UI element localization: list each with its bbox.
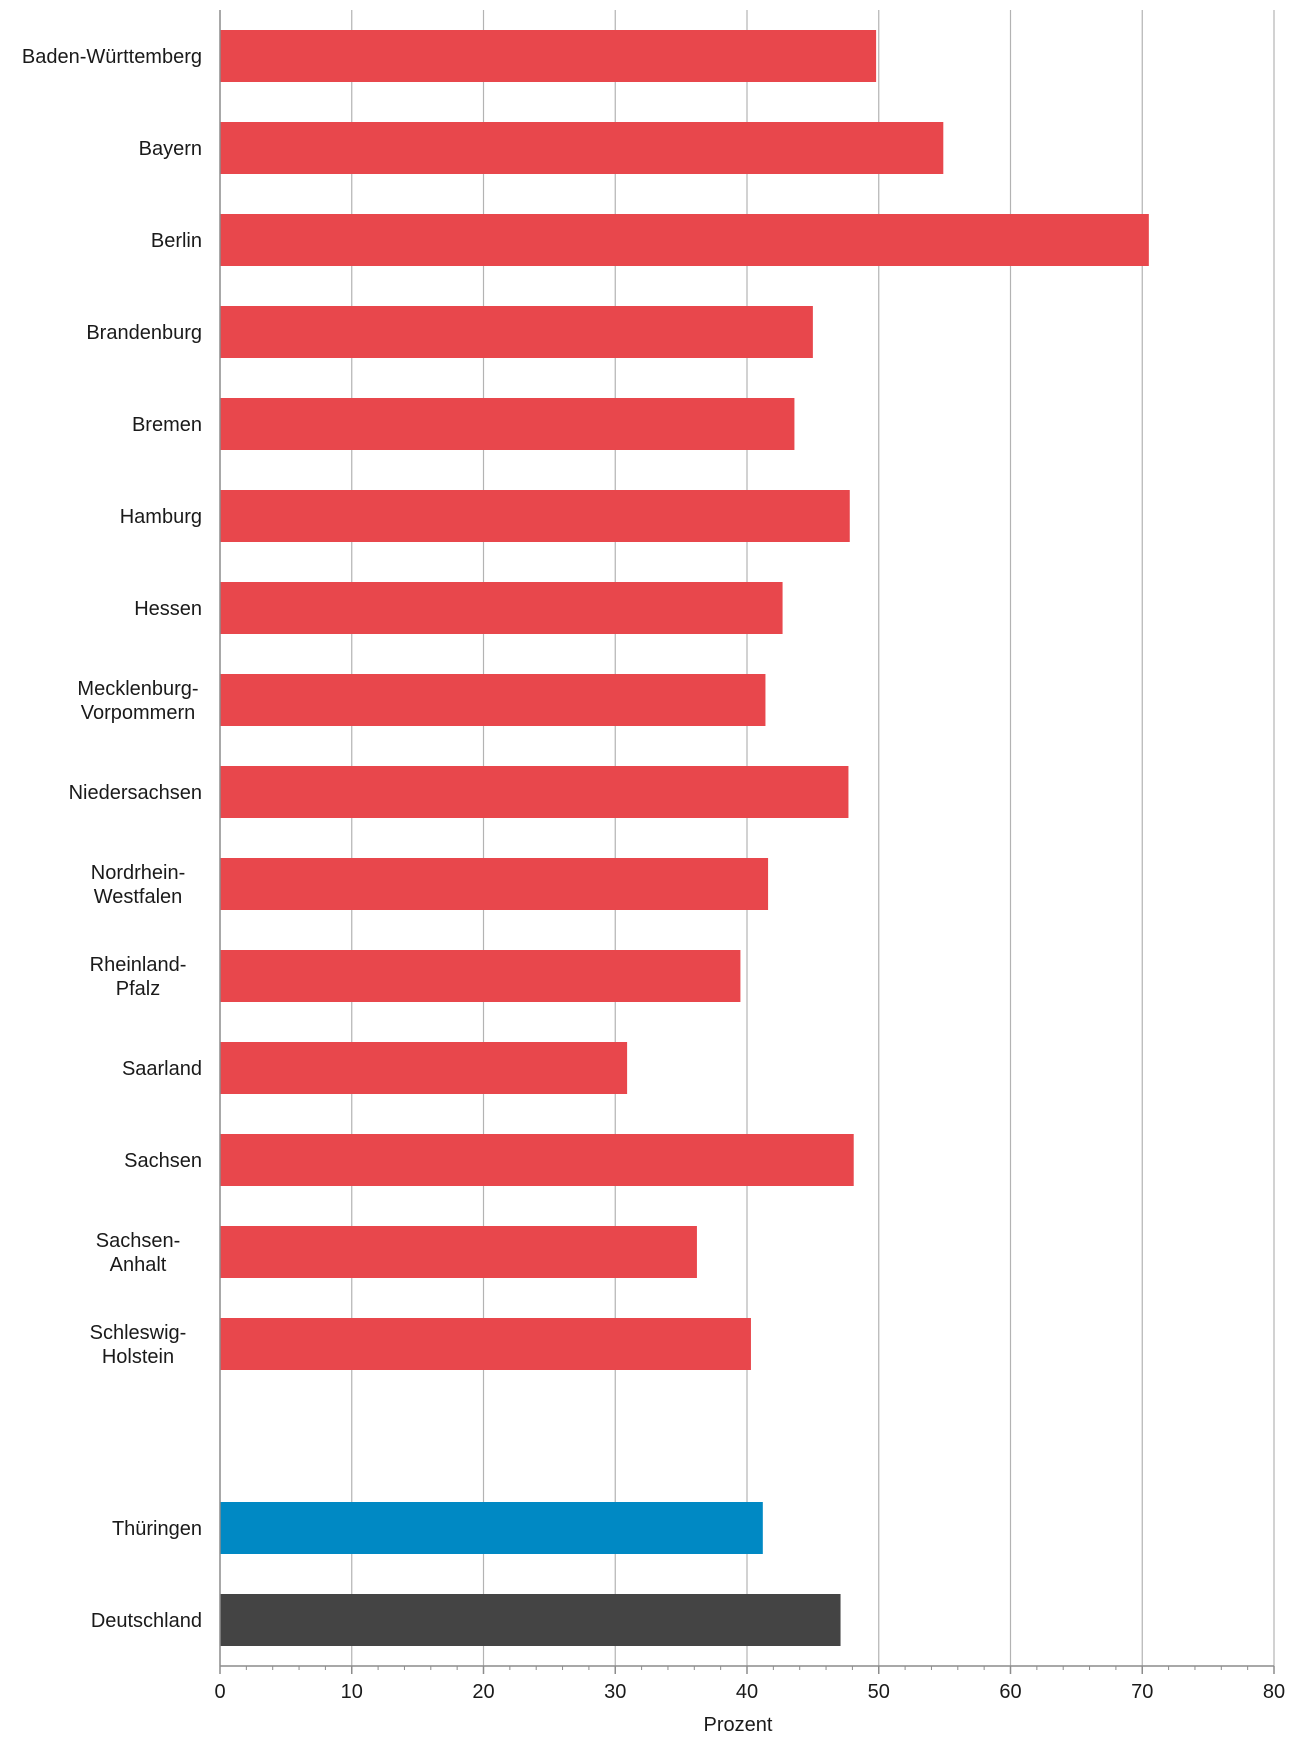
category-label: Berlin [151,230,202,252]
category-label: Brandenburg [86,322,202,344]
bar [220,1134,854,1186]
bar [220,1042,628,1094]
bar [220,1226,697,1278]
bar [220,1318,751,1370]
category-label-line: Rheinland- [90,954,187,976]
bar [220,1594,841,1646]
bar [220,582,783,634]
category-label: Saarland [122,1058,202,1080]
category-label: Schleswig-Holstein [90,1322,187,1368]
x-tick-label: 0 [214,1681,225,1703]
x-tick-label: 20 [472,1681,494,1703]
category-label: Sachsen [124,1150,202,1172]
category-label: Hessen [134,598,202,620]
category-label-line: Anhalt [110,1254,167,1276]
category-label-line: Westfalen [94,886,183,908]
category-label: Sachsen-Anhalt [96,1230,181,1276]
category-label-line: Pfalz [116,978,160,1000]
category-label: Deutschland [91,1610,202,1632]
bar [220,398,795,450]
category-label: Thüringen [112,1518,202,1540]
category-label: Baden-Württemberg [22,46,202,68]
x-tick-label: 30 [604,1681,626,1703]
x-tick-label: 80 [1263,1681,1285,1703]
category-label: Bremen [132,414,202,436]
category-label-line: Holstein [102,1346,174,1368]
bar [220,306,813,358]
x-tick-label: 50 [868,1681,890,1703]
category-label: Bayern [139,138,202,160]
category-label-line: Schleswig- [90,1322,187,1344]
category-label-line: Nordrhein- [91,862,185,884]
category-label: Nordrhein-Westfalen [91,862,185,908]
x-tick-label: 40 [736,1681,758,1703]
bar [220,766,849,818]
bar [220,122,944,174]
x-tick-label: 10 [341,1681,363,1703]
x-axis-title: Prozent [704,1714,773,1736]
x-tick-label: 60 [999,1681,1021,1703]
bar [220,858,769,910]
bar [220,1502,763,1554]
bar [220,30,877,82]
bar [220,950,741,1002]
bar [220,214,1149,266]
category-label-line: Vorpommern [81,702,196,724]
category-label: Niedersachsen [69,782,202,804]
category-label-line: Mecklenburg- [77,678,198,700]
x-tick-label: 70 [1131,1681,1153,1703]
category-label: Hamburg [120,506,202,528]
category-label: Rheinland-Pfalz [90,954,187,1000]
bar [220,674,766,726]
category-label: Mecklenburg-Vorpommern [77,678,198,724]
category-label-line: Sachsen- [96,1230,181,1252]
bar [220,490,850,542]
